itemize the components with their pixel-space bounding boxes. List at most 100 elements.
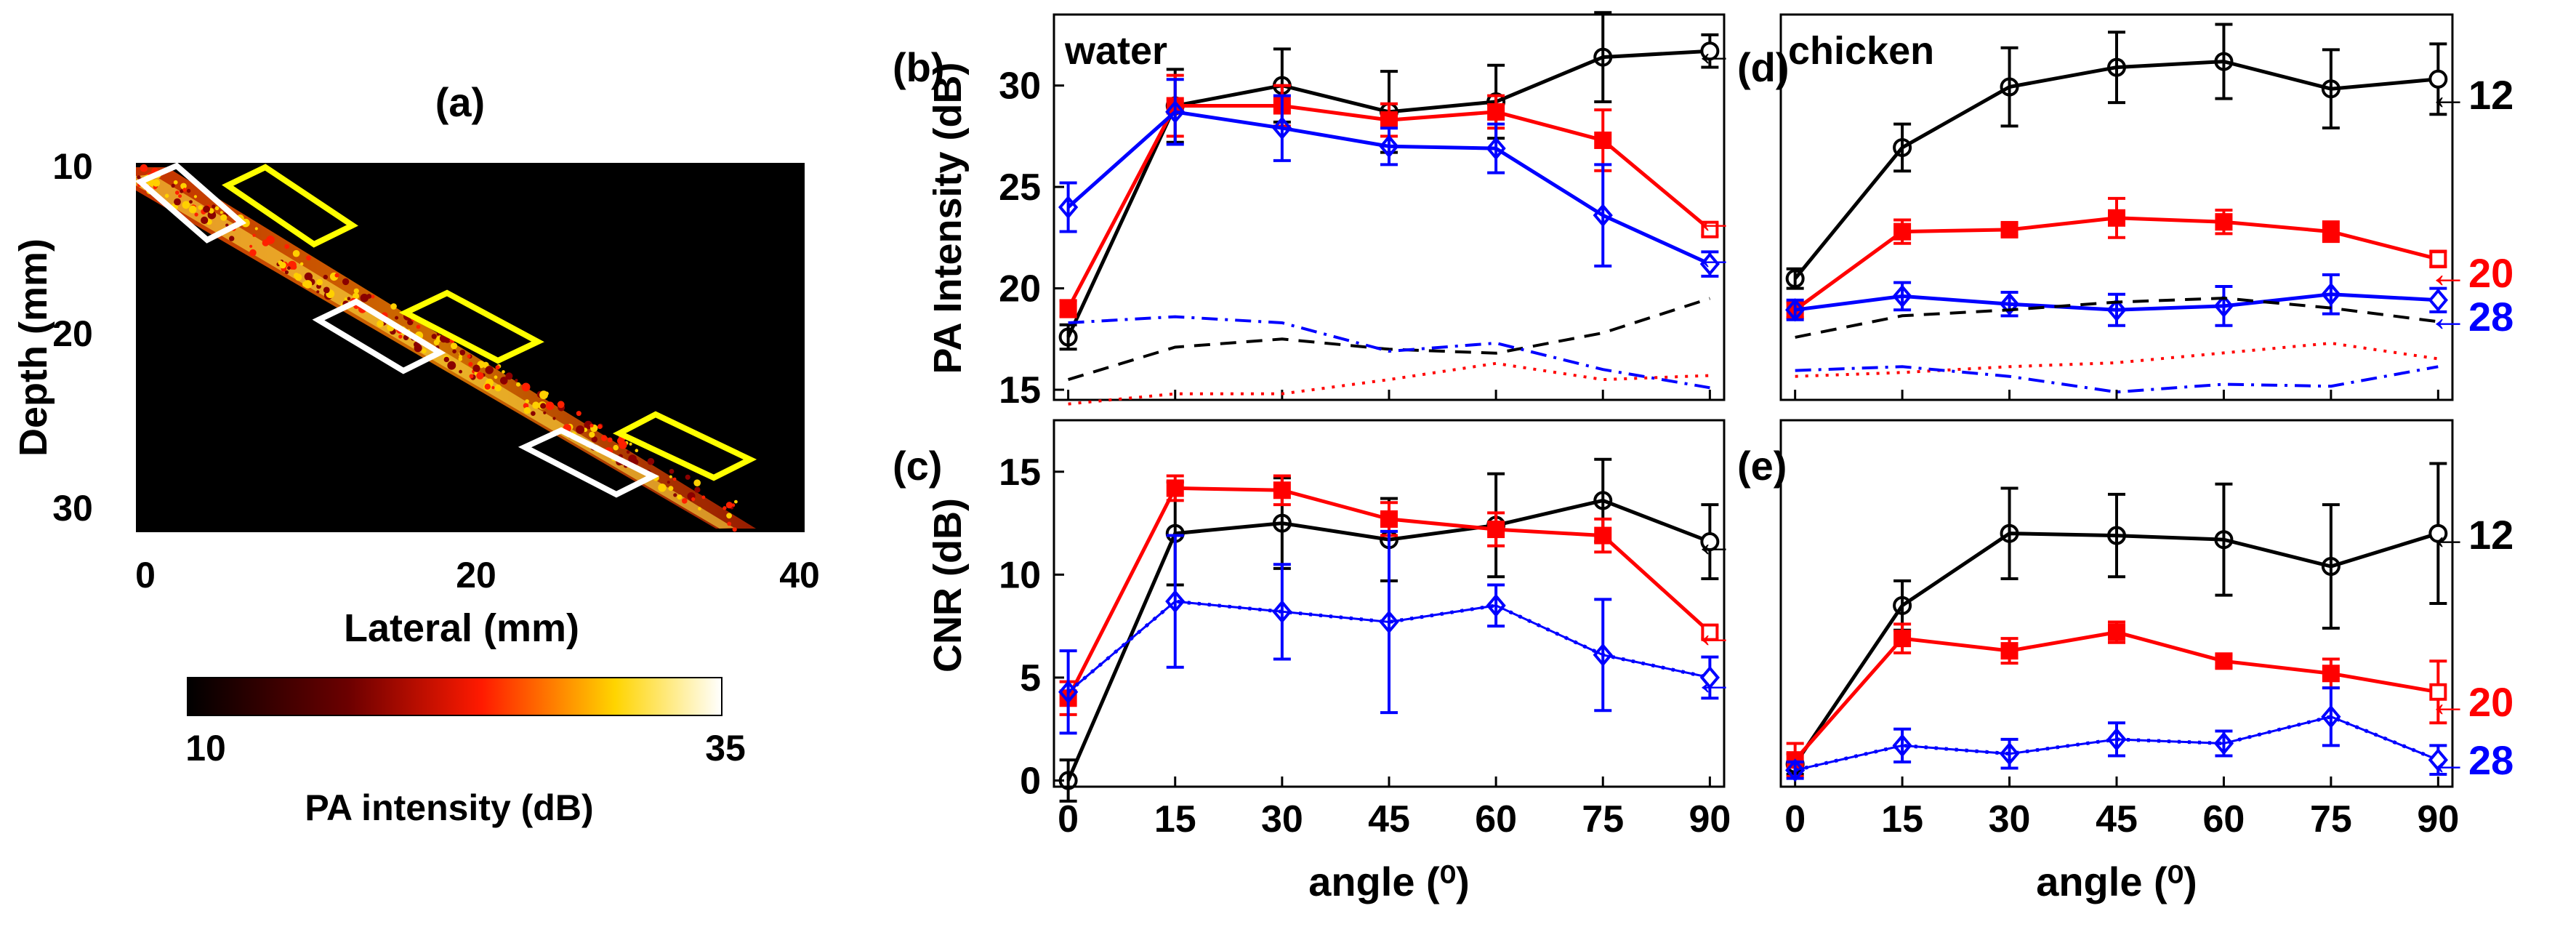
speckle-dot xyxy=(252,233,256,237)
data-point xyxy=(2106,298,2127,322)
speckle-dot xyxy=(137,175,141,180)
panel-label: (b) xyxy=(893,44,945,90)
speckle-dot xyxy=(323,286,330,294)
data-point xyxy=(2214,530,2234,550)
series-black-dashed xyxy=(1795,297,2439,339)
roi-background-28mm xyxy=(612,411,757,481)
speckle-dot xyxy=(323,274,328,280)
speckle-dot xyxy=(398,334,403,339)
speckle-dot xyxy=(201,216,209,225)
speckle-dot xyxy=(182,188,187,192)
speckle-dot xyxy=(174,198,181,206)
speckle-dot xyxy=(539,390,548,400)
speckle-dot xyxy=(515,379,518,382)
data-point xyxy=(2214,52,2234,71)
data-point xyxy=(2213,731,2234,755)
speckle-dot xyxy=(626,450,630,454)
colorbar-label: PA intensity (dB) xyxy=(305,787,593,828)
data-point xyxy=(1487,521,1505,539)
speckle-dot xyxy=(667,481,670,484)
speckle-dot xyxy=(732,527,737,532)
data-point xyxy=(1785,298,1806,322)
speckle-dot xyxy=(225,223,229,227)
speckle-dot xyxy=(395,316,399,320)
speckle-dot xyxy=(366,294,372,299)
speckle-dot xyxy=(203,205,210,213)
speckle-dot xyxy=(647,457,655,465)
speckle-dot xyxy=(531,411,536,416)
series-line xyxy=(1795,297,2439,339)
data-point xyxy=(2429,683,2447,701)
speckle-dot xyxy=(347,297,351,301)
series-blue xyxy=(1058,78,1720,278)
annotation-label: ←20 xyxy=(2428,679,2513,725)
series-blue-dashdot xyxy=(1068,315,1710,390)
speckle-dot xyxy=(390,303,397,310)
xtick-label: 0 xyxy=(1784,798,1806,840)
speckle-dot xyxy=(287,266,291,270)
series-line xyxy=(1795,365,2439,394)
speckle-dot xyxy=(584,420,593,430)
data-point xyxy=(1700,532,1720,552)
series-line xyxy=(1068,297,1711,382)
speckle-dot xyxy=(459,369,462,374)
data-point xyxy=(2428,69,2448,89)
data-point xyxy=(1272,116,1292,140)
speckle-dot xyxy=(304,272,313,281)
series-line xyxy=(1795,341,2439,378)
annotation-label: ← xyxy=(1694,28,1734,74)
speckle-dot xyxy=(589,423,594,428)
data-point xyxy=(1893,595,1912,615)
speckle-dot xyxy=(734,499,738,504)
speckle-dot xyxy=(484,383,491,390)
speckle-dot xyxy=(371,294,375,299)
speckle-dot xyxy=(436,332,440,336)
panel-d: (d)chicken ←12 ←20←28 xyxy=(1737,13,2513,401)
colorbar-min: 10 xyxy=(185,728,226,769)
speckle-dot xyxy=(174,190,180,195)
speckle-dot xyxy=(377,320,384,328)
speckle-dot xyxy=(576,411,581,417)
data-point xyxy=(1892,284,1912,308)
panel-a: (a) 10 20 30 0 20 40 Lateral (mm) Depth … xyxy=(12,79,820,828)
data-point xyxy=(2000,77,2019,97)
series-red xyxy=(1786,620,2447,778)
series-red-dotted xyxy=(1795,341,2439,378)
xtick-label: 30 xyxy=(1989,798,2031,840)
speckle-dot xyxy=(447,361,456,370)
speckle-dot xyxy=(543,411,547,414)
data-point xyxy=(1273,481,1291,499)
speckle-dot xyxy=(693,479,701,486)
speckle-dot xyxy=(677,494,683,500)
data-point xyxy=(1593,204,1613,228)
ytick-label: 0 xyxy=(1020,761,1041,803)
data-point xyxy=(1892,734,1912,758)
speckle-dot xyxy=(180,182,187,190)
data-point xyxy=(2106,727,2127,751)
speckle-dot xyxy=(353,288,359,294)
speckle-dot xyxy=(597,424,603,430)
speckle-dot xyxy=(152,179,161,187)
ylabel-depth: Depth (mm) xyxy=(12,238,55,457)
data-point xyxy=(1893,137,1912,157)
xtick-label: 15 xyxy=(1154,798,1196,840)
speckle-dot xyxy=(173,180,178,185)
data-point xyxy=(1058,680,1079,704)
speckle-dot xyxy=(422,348,427,354)
speckle-dot xyxy=(502,370,505,374)
data-point xyxy=(2321,79,2340,99)
data-point xyxy=(1379,610,1399,634)
data-point xyxy=(2429,250,2447,268)
speckle-dot xyxy=(189,200,193,204)
data-point xyxy=(2322,665,2340,683)
speckle-dot xyxy=(220,211,223,214)
xtick-20: 20 xyxy=(456,555,496,595)
speckle-dot xyxy=(467,354,471,358)
speckle-dot xyxy=(557,401,565,409)
data-point xyxy=(2000,642,2018,660)
data-point xyxy=(1701,623,1719,641)
speckle-dot xyxy=(360,294,369,302)
speckle-dot xyxy=(668,486,674,491)
data-point xyxy=(1380,510,1398,528)
